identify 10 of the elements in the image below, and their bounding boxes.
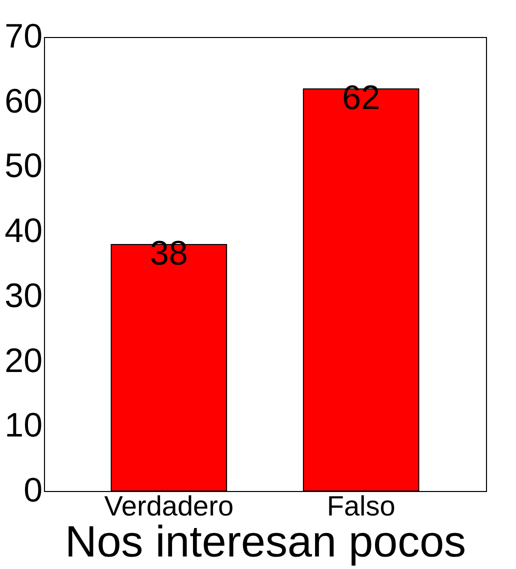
y-tick-label: 30 [4,276,42,315]
y-tick-label: 40 [4,212,42,250]
y-tick-label: 50 [4,147,42,186]
y-tick-label: 0 [24,472,42,510]
y-tick-label: 10 [4,406,42,445]
y-tick-label: 70 [4,18,42,56]
y-tick-label: 60 [4,82,42,120]
data-label: 62 [342,78,380,117]
data-label: 38 [150,234,188,273]
y-tick-label: 20 [4,342,42,380]
